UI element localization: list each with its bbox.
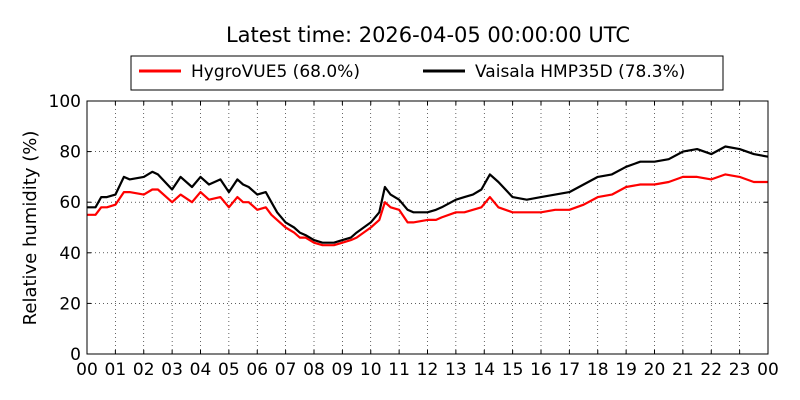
grid [87,101,768,354]
x-tick-label: 05 [218,360,240,380]
x-tick-label: 22 [700,360,722,380]
x-tick-label: 00 [76,360,98,380]
y-axis-label: Relative humidity (%) [20,131,41,326]
x-tick-label: 01 [105,360,127,380]
x-tick-label: 11 [388,360,410,380]
x-tick-label: 23 [729,360,751,380]
series-line-vaisala [87,145,769,244]
x-tick-label: 00 [757,360,779,380]
chart-title: Latest time: 2026-04-05 00:00:00 UTC [226,23,630,47]
x-tick-label: 18 [587,360,609,380]
x-tick-label: 14 [473,360,495,380]
x-tick-label: 04 [190,360,212,380]
x-tick-label: 07 [275,360,297,380]
x-tick-label: 06 [246,360,268,380]
x-tick-label: 10 [360,360,382,380]
x-tick-label: 21 [672,360,694,380]
y-tick-label: 40 [59,244,81,264]
y-tick-label: 20 [59,294,81,314]
legend: HygroVUE5 (68.0%) Vaisala HMP35D (78.3%) [130,55,724,91]
y-tick-label: 0 [70,345,81,365]
legend-label-vaisala: Vaisala HMP35D (78.3%) [475,62,685,82]
x-tick-label: 15 [502,360,524,380]
x-tick-label: 02 [133,360,155,380]
y-tick-label: 100 [49,92,81,112]
y-tick-label: 60 [59,193,81,213]
x-tick-label: 12 [417,360,439,380]
x-tick-label: 13 [445,360,467,380]
series-line-hygrovue5 [87,173,768,247]
legend-label-hygrovue5: HygroVUE5 (68.0%) [191,62,360,82]
ticks-group: 00 01 02 03 04 05 06 07 08 09 10 11 12 13 14 15 16 17 18 19… [49,92,779,380]
x-tick-label: 03 [161,360,183,380]
plot-frame [86,100,769,355]
x-tick-label: 09 [332,360,354,380]
x-tick-label: 19 [615,360,637,380]
x-tick-label: 20 [644,360,666,380]
y-tick-label: 80 [59,143,81,163]
legend-box [130,55,724,91]
x-tick-label: 16 [530,360,552,380]
series-group [87,145,769,247]
x-tick-label: 17 [559,360,581,380]
x-tick-label: 08 [303,360,325,380]
